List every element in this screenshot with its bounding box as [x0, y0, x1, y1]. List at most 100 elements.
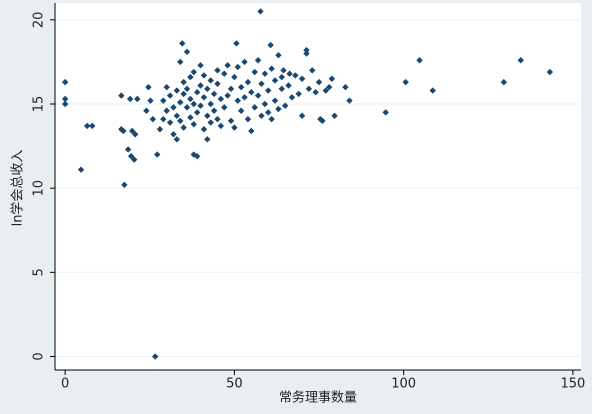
point	[292, 72, 299, 79]
point	[204, 136, 211, 143]
point	[258, 112, 265, 119]
point	[210, 90, 218, 98]
point	[254, 57, 262, 64]
point	[134, 95, 141, 103]
point	[180, 78, 187, 86]
point	[190, 68, 197, 76]
point	[265, 87, 272, 94]
y-tick-label: 15	[32, 96, 47, 113]
point	[177, 58, 184, 66]
point	[204, 112, 211, 119]
point	[221, 70, 228, 77]
point	[173, 112, 181, 119]
point	[214, 67, 221, 74]
point	[416, 57, 423, 64]
point	[200, 94, 208, 101]
point	[298, 112, 306, 119]
point	[151, 353, 159, 360]
point	[268, 115, 275, 123]
point	[173, 136, 181, 143]
point	[183, 85, 191, 93]
y-tick-label: 20	[32, 12, 47, 29]
point	[187, 73, 194, 81]
point	[193, 152, 201, 160]
point	[237, 83, 245, 91]
point	[89, 122, 96, 130]
point	[317, 115, 324, 123]
point	[118, 92, 125, 99]
point	[214, 115, 221, 123]
point	[325, 83, 333, 91]
point	[271, 97, 279, 104]
x-tick-label: 150	[560, 377, 585, 392]
point	[227, 85, 235, 93]
x-tick-label: 100	[391, 377, 416, 392]
point	[160, 115, 167, 123]
x-axis-title: 常务理事数量	[279, 390, 357, 406]
point	[221, 104, 228, 111]
point	[128, 127, 136, 135]
point	[257, 8, 264, 15]
point	[160, 97, 167, 104]
y-tick-label: 10	[32, 180, 47, 197]
point	[312, 89, 319, 96]
point	[163, 83, 170, 91]
point	[500, 78, 508, 86]
point	[346, 97, 353, 104]
point	[183, 104, 191, 111]
point	[261, 100, 269, 108]
point	[207, 77, 214, 84]
point	[429, 87, 436, 94]
point	[200, 126, 208, 133]
point	[131, 156, 138, 163]
point	[319, 117, 326, 125]
point	[156, 126, 164, 133]
point	[265, 109, 272, 116]
point	[61, 100, 69, 108]
point	[281, 102, 289, 109]
point	[217, 122, 225, 130]
point	[197, 62, 204, 69]
point	[217, 95, 225, 103]
point	[280, 67, 287, 74]
x-tick-label: 50	[226, 377, 243, 392]
point	[61, 78, 69, 86]
point	[197, 102, 204, 109]
point	[200, 72, 208, 79]
point	[193, 109, 201, 116]
point	[298, 75, 306, 82]
point	[328, 75, 336, 82]
point	[207, 100, 214, 108]
point	[179, 40, 186, 47]
point	[244, 78, 252, 86]
point	[180, 124, 187, 131]
point	[224, 62, 231, 69]
point	[275, 51, 282, 59]
point	[248, 89, 255, 96]
point	[154, 151, 161, 158]
point	[241, 94, 248, 101]
point	[183, 48, 191, 56]
point	[244, 115, 252, 123]
point	[285, 82, 292, 89]
y-axis-title: ln学会总收入	[10, 150, 26, 227]
point	[237, 107, 245, 114]
point	[204, 85, 211, 93]
point	[193, 89, 201, 96]
point	[190, 151, 197, 158]
point	[124, 146, 132, 153]
point	[132, 131, 139, 138]
point	[190, 121, 197, 128]
point	[77, 166, 85, 173]
point	[309, 67, 316, 74]
point	[278, 73, 285, 81]
point	[251, 104, 258, 111]
y-tick-label: 0	[32, 352, 47, 360]
point	[251, 68, 258, 76]
x-tick-label: 0	[61, 377, 69, 392]
point	[303, 50, 310, 57]
point	[382, 109, 389, 116]
point	[121, 181, 128, 189]
point	[231, 124, 238, 131]
